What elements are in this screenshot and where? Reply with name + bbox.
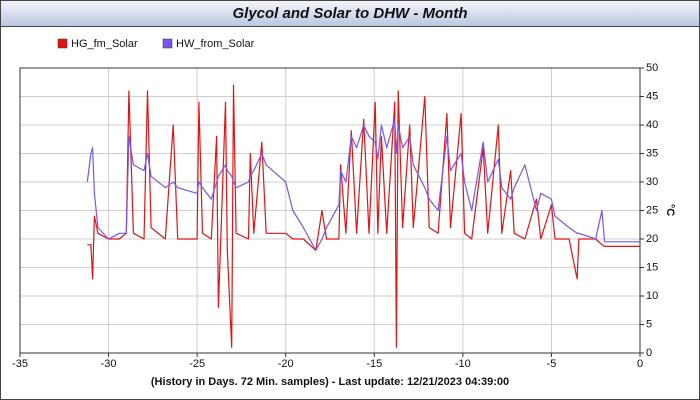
y-tick-label: 20 — [646, 233, 658, 245]
y-axis-label: °C — [664, 204, 676, 216]
x-axis-label: (History in Days. 72 Min. samples) - Las… — [151, 376, 509, 388]
y-tick-label: 50 — [646, 62, 658, 74]
y-tick-label: 45 — [646, 90, 658, 102]
x-tick-label: -30 — [101, 358, 117, 370]
legend-label: HG_fm_Solar — [71, 38, 138, 50]
y-tick-label: 15 — [646, 261, 658, 273]
x-tick-label: -15 — [366, 358, 382, 370]
legend-label: HW_from_Solar — [176, 38, 255, 50]
y-tick-label: 40 — [646, 119, 658, 131]
x-tick-label: -20 — [278, 358, 294, 370]
y-tick-label: 25 — [646, 204, 658, 216]
y-tick-label: 0 — [646, 347, 652, 359]
x-tick-label: -10 — [455, 358, 471, 370]
x-tick-label: -5 — [547, 358, 557, 370]
y-tick-label: 30 — [646, 176, 658, 188]
x-tick-label: 0 — [637, 358, 643, 370]
y-tick-label: 35 — [646, 147, 658, 159]
series-line — [87, 84, 640, 348]
chart-title: Glycol and Solar to DHW - Month — [233, 5, 468, 22]
legend-swatch — [57, 38, 68, 49]
legend-swatch — [162, 38, 173, 49]
plot-border — [19, 67, 641, 354]
x-tick-label: -35 — [12, 358, 28, 370]
series-line — [86, 118, 640, 251]
y-tick-label: 5 — [646, 318, 652, 330]
y-tick-label: 10 — [646, 290, 658, 302]
title-bar — [0, 0, 700, 27]
x-tick-label: -25 — [189, 358, 205, 370]
